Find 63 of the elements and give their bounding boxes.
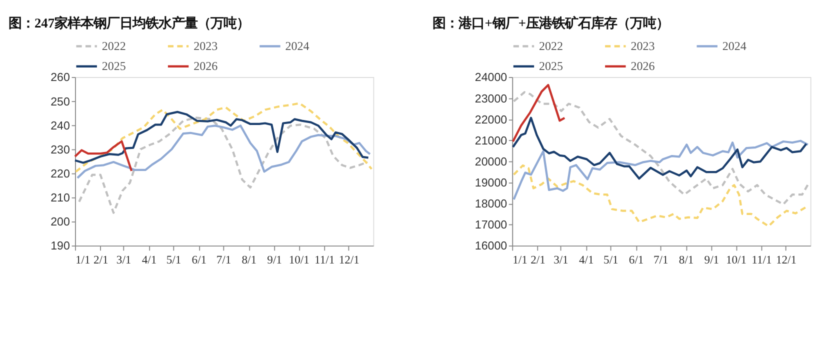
x-tick-label: 6/1 (192, 254, 207, 267)
x-tick-label: 5/1 (166, 254, 182, 267)
y-tick-label: 16000 (474, 240, 508, 253)
line-series (512, 140, 809, 201)
legend-label: 2022 (539, 38, 564, 53)
x-tick-label: 1/1 (512, 254, 528, 267)
x-tick-label: 2/1 (93, 254, 108, 267)
x-tick-label: 11/1 (752, 254, 772, 267)
y-tick-label: 24000 (474, 72, 508, 84)
line-series (74, 140, 133, 172)
legend-label: 2022 (102, 38, 126, 53)
legend-label: 2024 (722, 38, 746, 53)
legend-label: 2026 (630, 59, 655, 74)
x-tick-label: 2/1 (530, 254, 546, 267)
y-tick-label: 19000 (474, 178, 508, 190)
legend-label: 2025 (102, 59, 126, 74)
legend-label: 2023 (630, 38, 655, 53)
y-tick-label: 22000 (474, 114, 508, 126)
chart-title: 图：港口+钢厂+压港铁矿石库存（万吨） (432, 15, 670, 30)
legend-label: 2024 (285, 38, 310, 53)
x-tick-label: 12/1 (338, 254, 360, 267)
x-tick-label: 9/1 (267, 254, 282, 267)
x-tick-label: 7/1 (216, 254, 232, 267)
x-tick-label: 9/1 (704, 254, 720, 267)
x-tick-label: 4/1 (578, 254, 594, 267)
line-series (74, 102, 373, 173)
x-tick-label: 5/1 (604, 254, 619, 267)
x-tick-label: 6/1 (628, 254, 644, 267)
y-tick-label: 260 (50, 72, 70, 84)
x-tick-label: 1/1 (75, 254, 90, 267)
y-tick-label: 17000 (474, 220, 508, 232)
x-tick-label: 8/1 (242, 254, 257, 267)
y-tick-label: 220 (50, 168, 70, 181)
legend-label: 2026 (194, 59, 218, 74)
y-tick-label: 240 (50, 120, 70, 132)
x-tick-label: 11/1 (314, 254, 335, 267)
y-tick-label: 250 (50, 96, 70, 108)
line-series (512, 164, 809, 228)
y-tick-label: 200 (50, 216, 70, 229)
y-tick-label: 210 (50, 192, 70, 205)
x-tick-label: 10/1 (726, 254, 747, 267)
line-series (512, 116, 808, 180)
line-series (512, 84, 566, 143)
y-tick-label: 230 (50, 144, 70, 156)
x-tick-label: 12/1 (776, 254, 797, 267)
line-series (76, 124, 372, 179)
chart-title: 图：247家样本钢厂日均铁水产量（万吨） (8, 15, 250, 30)
x-tick-label: 4/1 (142, 254, 157, 267)
line-series (512, 91, 811, 206)
x-tick-label: 3/1 (554, 254, 569, 267)
y-tick-label: 23000 (474, 93, 508, 106)
line-series (74, 110, 370, 164)
y-tick-label: 21000 (474, 135, 508, 148)
line-series (78, 116, 369, 214)
legend-label: 2025 (539, 59, 564, 74)
y-tick-label: 190 (50, 240, 70, 253)
x-tick-label: 7/1 (654, 254, 669, 267)
legend-label: 2023 (194, 38, 218, 53)
x-tick-label: 3/1 (116, 254, 132, 267)
y-tick-label: 20000 (474, 156, 508, 168)
x-tick-label: 10/1 (288, 254, 310, 267)
x-tick-label: 8/1 (678, 254, 694, 267)
y-tick-label: 18000 (474, 198, 508, 211)
